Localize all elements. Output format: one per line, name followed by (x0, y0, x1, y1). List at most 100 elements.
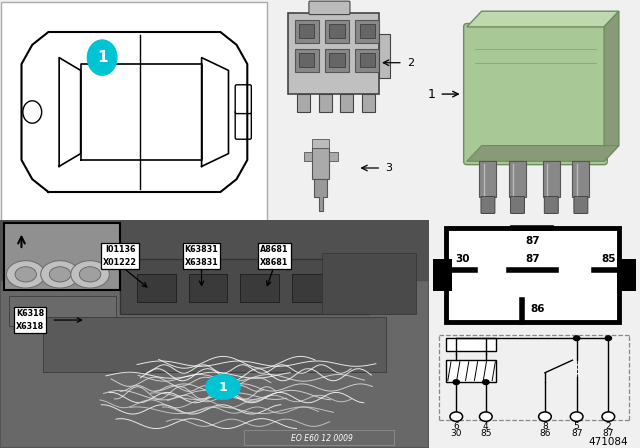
FancyBboxPatch shape (300, 23, 314, 38)
Text: 87: 87 (603, 429, 614, 439)
FancyBboxPatch shape (481, 196, 495, 214)
FancyBboxPatch shape (189, 274, 227, 302)
FancyBboxPatch shape (572, 161, 589, 197)
FancyBboxPatch shape (511, 196, 524, 214)
FancyBboxPatch shape (240, 274, 279, 302)
FancyBboxPatch shape (292, 274, 330, 302)
Circle shape (71, 261, 109, 288)
Text: 2: 2 (407, 58, 414, 68)
Circle shape (450, 412, 463, 421)
Circle shape (87, 40, 117, 75)
Circle shape (6, 261, 45, 288)
Polygon shape (0, 220, 429, 280)
FancyBboxPatch shape (137, 274, 176, 302)
Text: 8: 8 (542, 422, 548, 431)
FancyBboxPatch shape (445, 228, 619, 322)
FancyBboxPatch shape (330, 53, 344, 67)
FancyBboxPatch shape (322, 253, 416, 314)
FancyBboxPatch shape (319, 94, 332, 112)
FancyBboxPatch shape (312, 148, 330, 179)
Polygon shape (314, 179, 327, 211)
Text: A8681
X8681: A8681 X8681 (260, 246, 289, 267)
FancyBboxPatch shape (325, 20, 349, 43)
Polygon shape (312, 139, 330, 148)
FancyBboxPatch shape (355, 49, 379, 72)
Circle shape (15, 267, 36, 282)
FancyBboxPatch shape (545, 196, 558, 214)
FancyBboxPatch shape (463, 23, 607, 165)
FancyBboxPatch shape (340, 94, 353, 112)
Polygon shape (303, 152, 312, 161)
FancyBboxPatch shape (509, 161, 526, 197)
FancyBboxPatch shape (433, 259, 452, 291)
FancyBboxPatch shape (8, 296, 116, 326)
Circle shape (49, 267, 71, 282)
FancyBboxPatch shape (325, 49, 349, 72)
Text: EO E60 12 0009: EO E60 12 0009 (291, 435, 353, 444)
Polygon shape (467, 146, 619, 161)
FancyBboxPatch shape (295, 20, 319, 43)
Circle shape (539, 412, 551, 421)
FancyBboxPatch shape (1, 2, 268, 222)
FancyBboxPatch shape (445, 360, 497, 382)
FancyBboxPatch shape (0, 220, 429, 448)
Text: 85: 85 (480, 429, 492, 439)
Circle shape (573, 336, 580, 340)
Text: 30: 30 (451, 429, 462, 439)
Circle shape (453, 380, 460, 384)
FancyBboxPatch shape (379, 34, 390, 78)
Circle shape (41, 261, 79, 288)
FancyBboxPatch shape (120, 259, 369, 314)
FancyBboxPatch shape (236, 110, 252, 139)
Text: 1: 1 (428, 87, 435, 101)
Text: 1: 1 (97, 50, 108, 65)
Text: 2: 2 (605, 422, 611, 431)
Circle shape (570, 412, 583, 421)
FancyBboxPatch shape (295, 49, 319, 72)
FancyBboxPatch shape (543, 161, 560, 197)
FancyBboxPatch shape (289, 13, 379, 94)
Circle shape (483, 380, 489, 384)
FancyBboxPatch shape (309, 1, 350, 14)
Text: 30: 30 (455, 254, 470, 264)
FancyBboxPatch shape (236, 85, 252, 114)
Text: 87: 87 (525, 254, 540, 264)
Polygon shape (467, 11, 619, 27)
Polygon shape (330, 152, 338, 161)
Circle shape (206, 375, 240, 399)
Circle shape (479, 412, 492, 421)
Text: 3: 3 (385, 163, 392, 173)
Text: I01136
X01222: I01136 X01222 (103, 246, 137, 267)
FancyBboxPatch shape (360, 53, 375, 67)
FancyBboxPatch shape (362, 94, 375, 112)
Text: 87: 87 (525, 236, 540, 246)
Text: K63831
X63831: K63831 X63831 (185, 246, 218, 267)
Circle shape (79, 267, 100, 282)
FancyBboxPatch shape (297, 94, 310, 112)
FancyBboxPatch shape (574, 196, 588, 214)
Text: 6: 6 (453, 422, 459, 431)
FancyBboxPatch shape (4, 223, 120, 289)
FancyBboxPatch shape (617, 259, 636, 291)
Text: 85: 85 (601, 254, 616, 264)
FancyBboxPatch shape (22, 253, 108, 289)
Text: 5: 5 (574, 422, 579, 431)
Circle shape (23, 101, 42, 123)
FancyBboxPatch shape (355, 20, 379, 43)
Text: 86: 86 (540, 429, 550, 439)
Text: 87: 87 (571, 429, 582, 439)
Text: 4: 4 (483, 422, 488, 431)
FancyBboxPatch shape (330, 23, 344, 38)
Text: 1: 1 (219, 380, 227, 394)
Text: 86: 86 (530, 304, 545, 314)
FancyBboxPatch shape (360, 23, 375, 38)
FancyBboxPatch shape (300, 53, 314, 67)
FancyBboxPatch shape (479, 161, 497, 197)
Circle shape (602, 412, 614, 421)
Circle shape (605, 336, 611, 340)
Text: 471084: 471084 (589, 437, 628, 447)
Polygon shape (604, 11, 619, 161)
FancyBboxPatch shape (445, 338, 497, 351)
FancyBboxPatch shape (43, 317, 386, 372)
Text: K6318
X6318: K6318 X6318 (16, 309, 44, 331)
